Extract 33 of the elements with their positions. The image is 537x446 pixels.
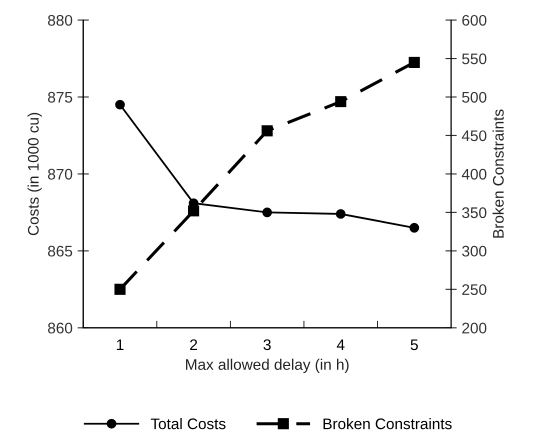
y2-tick-label: 450 — [462, 130, 486, 142]
y2-tick-label: 550 — [462, 53, 486, 64]
y2-tick-label: 600 — [462, 14, 486, 26]
y-tick-label: 870 — [48, 168, 72, 180]
y-tick-label: 860 — [48, 322, 72, 334]
legend-label: Total Costs — [150, 418, 226, 430]
y2-tick-label: 200 — [462, 322, 486, 334]
point — [188, 205, 200, 216]
x-axis-title: Max allowed delay (in h) — [186, 358, 349, 373]
point — [336, 209, 346, 219]
x-tick-label: 2 — [190, 339, 198, 350]
point — [409, 222, 420, 233]
point — [335, 96, 346, 108]
y-tick-label: 880 — [48, 14, 72, 26]
point — [114, 284, 126, 295]
y2-tick-label: 250 — [462, 284, 486, 296]
y2-tick-label: 300 — [462, 246, 486, 257]
y2-tick-label: 350 — [462, 207, 486, 218]
point — [115, 100, 125, 110]
point — [262, 208, 272, 218]
x-tick-label: 5 — [410, 339, 418, 350]
point — [262, 125, 273, 136]
y2-tick-label: 500 — [462, 92, 486, 103]
y-tick-label: 875 — [48, 92, 72, 103]
y-tick-label: 865 — [48, 246, 72, 257]
y2-axis-title: Broken Constraints — [492, 110, 504, 238]
legend-label: Broken Constraints — [324, 418, 452, 430]
y-axis-title: Costs (in 1000 cu) — [28, 112, 42, 236]
x-tick-label: 3 — [263, 339, 271, 350]
x-tick-label: 1 — [116, 339, 124, 350]
y2-tick-label: 400 — [462, 168, 486, 180]
x-tick-label: 4 — [336, 339, 345, 350]
point — [408, 56, 420, 68]
